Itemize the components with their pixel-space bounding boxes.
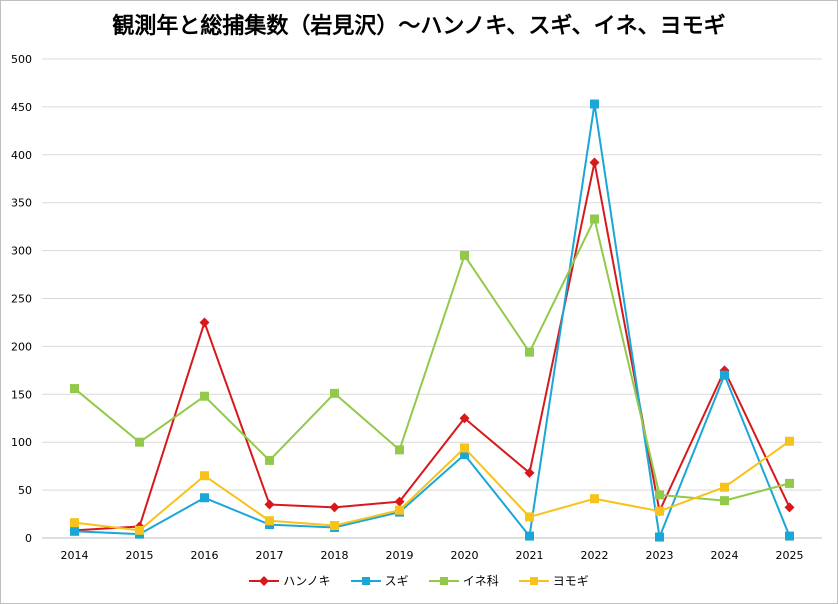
data-point-marker [720,370,729,380]
legend-label: イネ科 [462,574,499,588]
y-tick-label: 350 [11,197,32,210]
x-tick-label: 2015 [126,549,154,562]
legend-label: スギ [384,574,409,588]
data-point-marker [785,478,794,488]
data-point-marker [590,494,599,504]
data-point-marker [200,391,209,401]
chart-legend: ハンノキ スギ イネ科 ヨモギ [0,572,838,589]
y-tick-label: 500 [11,53,32,66]
data-point-marker [589,157,600,168]
data-point-marker [525,512,534,522]
data-point-marker [135,437,144,447]
data-point-marker [330,388,339,398]
data-point-marker [200,493,209,503]
data-point-marker [265,516,274,526]
y-tick-label: 300 [11,245,32,258]
data-point-marker [460,443,469,453]
data-point-marker [590,214,599,224]
x-tick-label: 2016 [191,549,219,562]
y-tick-label: 250 [11,293,32,306]
legend-item: ヨモギ [518,572,589,589]
legend-swatch [350,576,381,585]
y-tick-label: 200 [11,340,32,353]
y-tick-label: 0 [25,532,32,545]
legend-item: スギ [350,572,409,589]
x-tick-label: 2014 [61,549,89,562]
data-point-marker [264,499,275,510]
series-line-2 [73,217,790,502]
data-point-marker [590,99,599,109]
y-tick-label: 450 [11,101,32,114]
data-point-marker [395,505,404,515]
series-line-3 [74,440,791,532]
data-point-marker [135,525,144,535]
data-point-marker [459,413,470,424]
data-point-marker [525,347,534,357]
data-point-marker [329,502,340,513]
data-point-marker [525,531,534,541]
data-point-marker [199,317,210,328]
data-point-marker [265,455,274,465]
data-point-marker [720,482,729,492]
legend-label: ハンノキ [283,574,331,588]
series-line-1 [74,103,791,539]
data-point-marker [394,496,405,507]
x-tick-label: 2023 [646,549,674,562]
y-tick-label: 50 [18,484,32,497]
data-point-marker [70,526,79,536]
data-point-marker [784,502,795,513]
data-point-marker [720,496,729,506]
data-point-marker [655,532,664,542]
x-tick-label: 2025 [776,549,804,562]
data-point-marker [524,467,535,478]
legend-swatch [249,575,280,586]
data-point-marker [395,445,404,455]
x-tick-label: 2022 [581,549,609,562]
x-tick-label: 2019 [386,549,414,562]
x-tick-label: 2017 [256,549,284,562]
legend-swatch [428,576,459,585]
data-point-marker [785,531,794,541]
y-tick-label: 400 [11,149,32,162]
data-point-marker [70,518,79,528]
data-point-marker [785,436,794,446]
legend-item: ハンノキ [249,572,331,589]
legend-label: ヨモギ [552,574,589,588]
y-tick-label: 150 [11,388,32,401]
data-point-marker [330,521,339,531]
data-point-marker [460,450,469,460]
legend-swatch [518,576,549,585]
data-point-marker [460,250,469,260]
data-point-marker [200,471,209,481]
y-tick-label: 100 [11,436,32,449]
x-tick-label: 2020 [451,549,479,562]
x-tick-label: 2018 [321,549,349,562]
data-point-marker [70,384,79,394]
data-point-marker [655,506,664,516]
data-point-marker [655,490,664,500]
chart-title: 観測年と総捕集数（岩見沢）～ハンノキ、スギ、イネ、ヨモギ [112,14,726,39]
series-line-0 [74,161,791,532]
legend-item: イネ科 [428,572,499,589]
x-tick-label: 2021 [516,549,544,562]
x-tick-label: 2024 [711,549,739,562]
